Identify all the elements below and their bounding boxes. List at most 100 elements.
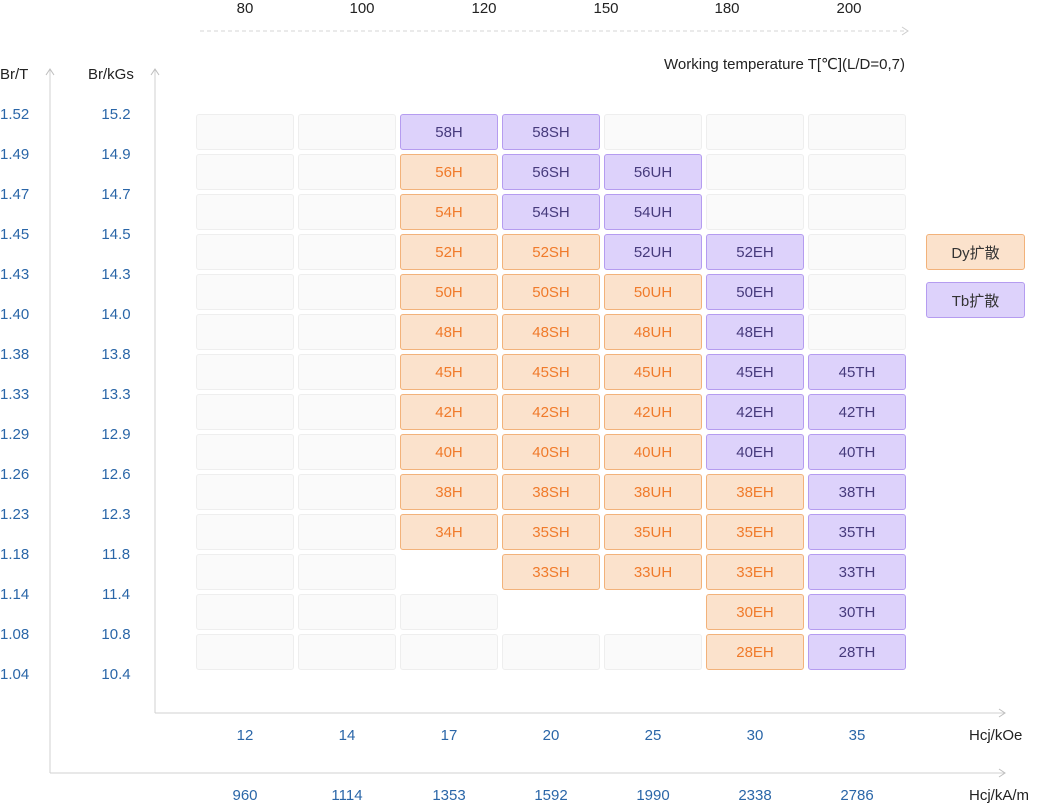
empty-cell bbox=[298, 554, 396, 590]
empty-cell bbox=[400, 594, 498, 630]
br-tesla-tick: 1.43 bbox=[0, 266, 30, 283]
empty-cell bbox=[298, 154, 396, 190]
empty-cell bbox=[196, 634, 294, 670]
grade-cell-30th: 30TH bbox=[808, 594, 906, 630]
hcj-koe-tick: 17 bbox=[440, 727, 458, 744]
br-tesla-tick: 1.18 bbox=[0, 546, 30, 563]
empty-cell bbox=[706, 114, 804, 150]
temperature-tick: 200 bbox=[836, 0, 862, 17]
br-kgs-tick: 15.2 bbox=[101, 106, 131, 123]
grade-cell-38sh: 38SH bbox=[502, 474, 600, 510]
br-kgs-tick: 12.6 bbox=[101, 466, 131, 483]
empty-cell bbox=[298, 274, 396, 310]
grade-cell-45uh: 45UH bbox=[604, 354, 702, 390]
grade-cell-45h: 45H bbox=[400, 354, 498, 390]
empty-cell bbox=[196, 114, 294, 150]
empty-cell bbox=[400, 634, 498, 670]
grade-cell-50uh: 50UH bbox=[604, 274, 702, 310]
empty-cell bbox=[298, 514, 396, 550]
grade-cell-42uh: 42UH bbox=[604, 394, 702, 430]
grade-cell-33sh: 33SH bbox=[502, 554, 600, 590]
grade-cell-52eh: 52EH bbox=[706, 234, 804, 270]
grade-cell-54uh: 54UH bbox=[604, 194, 702, 230]
grade-cell-56sh: 56SH bbox=[502, 154, 600, 190]
grade-cell-42sh: 42SH bbox=[502, 394, 600, 430]
grade-cell-52h: 52H bbox=[400, 234, 498, 270]
grade-cell-50sh: 50SH bbox=[502, 274, 600, 310]
hcj-kam-tick: 2338 bbox=[738, 787, 772, 804]
legend-tb-diffusion: Tb扩散 bbox=[926, 282, 1025, 318]
br-kgs-tick: 14.5 bbox=[101, 226, 131, 243]
hcj-kam-axis-title: Hcj/kA/m bbox=[969, 787, 1029, 804]
empty-cell bbox=[298, 634, 396, 670]
br-tesla-tick: 1.23 bbox=[0, 506, 30, 523]
legend-dy-diffusion: Dy扩散 bbox=[926, 234, 1025, 270]
grade-cell-28th: 28TH bbox=[808, 634, 906, 670]
grade-cell-50h: 50H bbox=[400, 274, 498, 310]
grade-cell-38uh: 38UH bbox=[604, 474, 702, 510]
empty-cell bbox=[298, 354, 396, 390]
grade-cell-33eh: 33EH bbox=[706, 554, 804, 590]
grade-cell-40h: 40H bbox=[400, 434, 498, 470]
br-kgs-tick: 14.7 bbox=[101, 186, 131, 203]
grade-cell-30eh: 30EH bbox=[706, 594, 804, 630]
grade-cell-48eh: 48EH bbox=[706, 314, 804, 350]
grade-cell-54sh: 54SH bbox=[502, 194, 600, 230]
empty-cell bbox=[808, 154, 906, 190]
empty-cell bbox=[196, 394, 294, 430]
br-kgs-axis bbox=[150, 68, 160, 713]
grade-cell-42eh: 42EH bbox=[706, 394, 804, 430]
grade-cell-58sh: 58SH bbox=[502, 114, 600, 150]
hcj-koe-tick: 30 bbox=[746, 727, 764, 744]
empty-cell bbox=[196, 594, 294, 630]
grade-cell-52sh: 52SH bbox=[502, 234, 600, 270]
temperature-tick: 150 bbox=[593, 0, 619, 17]
grade-cell-45th: 45TH bbox=[808, 354, 906, 390]
grade-cell-40uh: 40UH bbox=[604, 434, 702, 470]
working-temperature-label: Working temperature T[℃](L/D=0,7) bbox=[664, 56, 905, 73]
hcj-kam-axis bbox=[50, 768, 1006, 778]
grade-cell-35sh: 35SH bbox=[502, 514, 600, 550]
br-tesla-axis bbox=[45, 68, 55, 773]
hcj-kam-tick: 2786 bbox=[840, 787, 874, 804]
br-kgs-tick: 13.8 bbox=[101, 346, 131, 363]
grade-cell-56h: 56H bbox=[400, 154, 498, 190]
empty-cell bbox=[196, 314, 294, 350]
br-kgs-tick: 12.3 bbox=[101, 506, 131, 523]
hcj-kam-tick: 1990 bbox=[636, 787, 670, 804]
hcj-koe-tick: 20 bbox=[542, 727, 560, 744]
hcj-koe-axis bbox=[155, 708, 1006, 718]
grade-cell-42th: 42TH bbox=[808, 394, 906, 430]
grade-cell-45sh: 45SH bbox=[502, 354, 600, 390]
hcj-kam-tick: 1353 bbox=[432, 787, 466, 804]
grade-cell-48sh: 48SH bbox=[502, 314, 600, 350]
grade-cell-38eh: 38EH bbox=[706, 474, 804, 510]
empty-cell bbox=[196, 274, 294, 310]
br-tesla-tick: 1.49 bbox=[0, 146, 30, 163]
empty-cell bbox=[196, 234, 294, 270]
br-tesla-tick: 1.45 bbox=[0, 226, 30, 243]
grade-cell-56uh: 56UH bbox=[604, 154, 702, 190]
br-tesla-tick: 1.26 bbox=[0, 466, 30, 483]
grade-cell-33th: 33TH bbox=[808, 554, 906, 590]
br-kgs-tick: 14.9 bbox=[101, 146, 131, 163]
br-kgs-tick: 10.8 bbox=[101, 626, 131, 643]
empty-cell bbox=[706, 194, 804, 230]
empty-cell bbox=[502, 634, 600, 670]
grade-cell-38h: 38H bbox=[400, 474, 498, 510]
hcj-koe-tick: 25 bbox=[644, 727, 662, 744]
temperature-tick: 180 bbox=[714, 0, 740, 17]
hcj-koe-tick: 12 bbox=[236, 727, 254, 744]
grade-cell-50eh: 50EH bbox=[706, 274, 804, 310]
br-kgs-tick: 14.3 bbox=[101, 266, 131, 283]
br-kgs-tick: 10.4 bbox=[101, 666, 131, 683]
hcj-koe-axis-title: Hcj/kOe bbox=[969, 727, 1023, 744]
grade-cell-48h: 48H bbox=[400, 314, 498, 350]
br-tesla-tick: 1.08 bbox=[0, 626, 30, 643]
empty-cell bbox=[604, 634, 702, 670]
empty-cell bbox=[298, 114, 396, 150]
hcj-kam-tick: 1114 bbox=[331, 787, 363, 804]
br-tesla-tick: 1.52 bbox=[0, 106, 30, 123]
empty-cell bbox=[196, 554, 294, 590]
